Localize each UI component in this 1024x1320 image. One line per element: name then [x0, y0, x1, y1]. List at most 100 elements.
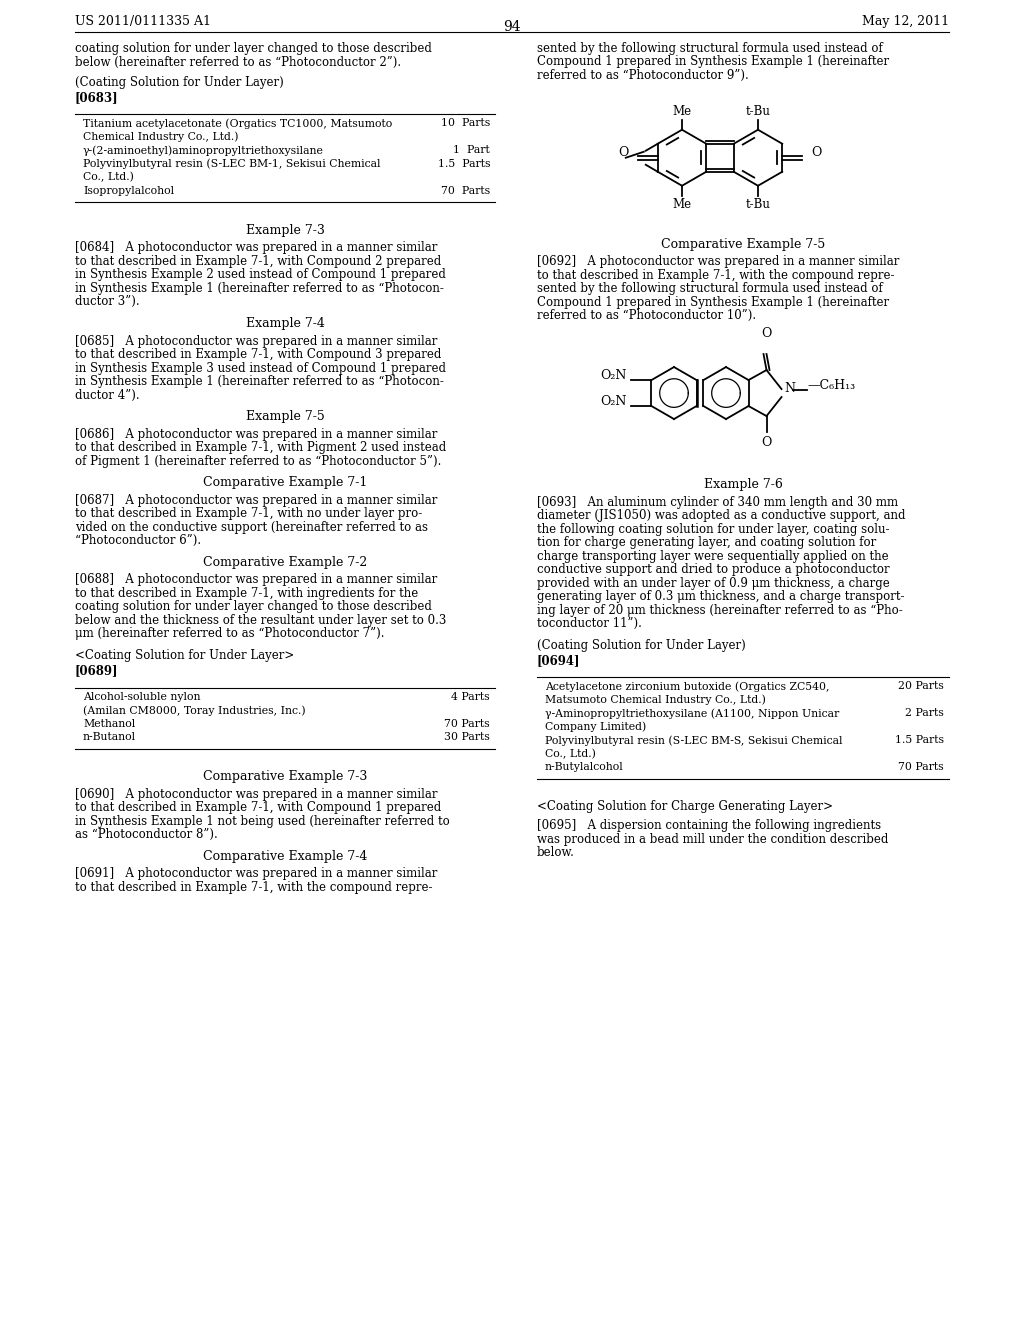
Text: Methanol: Methanol [83, 718, 135, 729]
Text: as “Photoconductor 8”).: as “Photoconductor 8”). [75, 828, 218, 841]
Text: [0684]   A photoconductor was prepared in a manner similar: [0684] A photoconductor was prepared in … [75, 242, 437, 255]
Text: Comparative Example 7-4: Comparative Example 7-4 [203, 850, 368, 863]
Text: γ-Aminopropyltriethoxysilane (A1100, Nippon Unicar: γ-Aminopropyltriethoxysilane (A1100, Nip… [545, 708, 840, 718]
Text: [0688]   A photoconductor was prepared in a manner similar: [0688] A photoconductor was prepared in … [75, 573, 437, 586]
Text: Titanium acetylacetonate (Orgatics TC1000, Matsumoto: Titanium acetylacetonate (Orgatics TC100… [83, 119, 392, 129]
Text: 4 Parts: 4 Parts [452, 692, 490, 701]
Text: May 12, 2011: May 12, 2011 [862, 15, 949, 28]
Text: Me: Me [673, 104, 691, 117]
Text: [0693]   An aluminum cylinder of 340 mm length and 30 mm: [0693] An aluminum cylinder of 340 mm le… [537, 495, 898, 508]
Text: sented by the following structural formula used instead of: sented by the following structural formu… [537, 42, 883, 55]
Text: [0695]   A dispersion containing the following ingredients: [0695] A dispersion containing the follo… [537, 820, 881, 832]
Text: Example 7-5: Example 7-5 [246, 411, 325, 424]
Text: Comparative Example 7-3: Comparative Example 7-3 [203, 770, 368, 783]
Text: 1.5  Parts: 1.5 Parts [437, 158, 490, 169]
Text: 70 Parts: 70 Parts [444, 718, 490, 729]
Text: (Coating Solution for Under Layer): (Coating Solution for Under Layer) [75, 75, 284, 88]
Text: Company Limited): Company Limited) [545, 722, 646, 733]
Text: to that described in Example 7-1, with no under layer pro-: to that described in Example 7-1, with n… [75, 507, 422, 520]
Text: N: N [784, 381, 796, 395]
Text: to that described in Example 7-1, with the compound repre-: to that described in Example 7-1, with t… [537, 269, 895, 281]
Text: <Coating Solution for Under Layer>: <Coating Solution for Under Layer> [75, 649, 294, 663]
Text: O₂N: O₂N [600, 395, 627, 408]
Text: sented by the following structural formula used instead of: sented by the following structural formu… [537, 282, 883, 296]
Text: t-Bu: t-Bu [745, 104, 770, 117]
Text: t-Bu: t-Bu [745, 198, 770, 211]
Text: Co., Ltd.): Co., Ltd.) [83, 172, 134, 182]
Text: 10  Parts: 10 Parts [440, 119, 490, 128]
Text: [0694]: [0694] [537, 655, 581, 667]
Text: Comparative Example 7-2: Comparative Example 7-2 [203, 556, 368, 569]
Text: <Coating Solution for Charge Generating Layer>: <Coating Solution for Charge Generating … [537, 800, 833, 813]
Text: coating solution for under layer changed to those described: coating solution for under layer changed… [75, 601, 432, 614]
Text: Acetylacetone zirconium butoxide (Orgatics ZC540,: Acetylacetone zirconium butoxide (Orgati… [545, 681, 829, 692]
Text: US 2011/0111335 A1: US 2011/0111335 A1 [75, 15, 211, 28]
Text: in Synthesis Example 1 (hereinafter referred to as “Photocon-: in Synthesis Example 1 (hereinafter refe… [75, 375, 443, 388]
Text: tion for charge generating layer, and coating solution for: tion for charge generating layer, and co… [537, 536, 877, 549]
Text: Compound 1 prepared in Synthesis Example 1 (hereinafter: Compound 1 prepared in Synthesis Example… [537, 55, 889, 69]
Text: O: O [618, 147, 629, 160]
Text: μm (hereinafter referred to as “Photoconductor 7”).: μm (hereinafter referred to as “Photocon… [75, 627, 384, 640]
Text: Comparative Example 7-1: Comparative Example 7-1 [203, 477, 368, 490]
Text: [0692]   A photoconductor was prepared in a manner similar: [0692] A photoconductor was prepared in … [537, 255, 899, 268]
Text: Example 7-4: Example 7-4 [246, 317, 325, 330]
Text: in Synthesis Example 3 used instead of Compound 1 prepared: in Synthesis Example 3 used instead of C… [75, 362, 446, 375]
Text: to that described in Example 7-1, with the compound repre-: to that described in Example 7-1, with t… [75, 880, 432, 894]
Text: 70  Parts: 70 Parts [441, 186, 490, 195]
Text: 70 Parts: 70 Parts [898, 762, 944, 772]
Text: ing layer of 20 μm thickness (hereinafter referred to as “Pho-: ing layer of 20 μm thickness (hereinafte… [537, 603, 903, 616]
Text: was produced in a bead mill under the condition described: was produced in a bead mill under the co… [537, 833, 889, 846]
Text: ductor 4”).: ductor 4”). [75, 388, 139, 401]
Text: in Synthesis Example 2 used instead of Compound 1 prepared: in Synthesis Example 2 used instead of C… [75, 268, 445, 281]
Text: Compound 1 prepared in Synthesis Example 1 (hereinafter: Compound 1 prepared in Synthesis Example… [537, 296, 889, 309]
Text: O: O [761, 436, 772, 449]
Text: below and the thickness of the resultant under layer set to 0.3: below and the thickness of the resultant… [75, 614, 446, 627]
Text: n-Butanol: n-Butanol [83, 733, 136, 742]
Text: of Pigment 1 (hereinafter referred to as “Photoconductor 5”).: of Pigment 1 (hereinafter referred to as… [75, 454, 441, 467]
Text: 1  Part: 1 Part [454, 145, 490, 156]
Text: 94: 94 [503, 20, 521, 34]
Text: to that described in Example 7-1, with Pigment 2 used instead: to that described in Example 7-1, with P… [75, 441, 446, 454]
Text: to that described in Example 7-1, with Compound 3 prepared: to that described in Example 7-1, with C… [75, 348, 441, 362]
Text: below (hereinafter referred to as “Photoconductor 2”).: below (hereinafter referred to as “Photo… [75, 55, 401, 69]
Text: provided with an under layer of 0.9 μm thickness, a charge: provided with an under layer of 0.9 μm t… [537, 577, 890, 590]
Text: Co., Ltd.): Co., Ltd.) [545, 748, 596, 759]
Text: 1.5 Parts: 1.5 Parts [895, 735, 944, 746]
Text: “Photoconductor 6”).: “Photoconductor 6”). [75, 535, 201, 548]
Text: diameter (JIS1050) was adopted as a conductive support, and: diameter (JIS1050) was adopted as a cond… [537, 510, 905, 523]
Text: conductive support and dried to produce a photoconductor: conductive support and dried to produce … [537, 564, 890, 576]
Text: generating layer of 0.3 μm thickness, and a charge transport-: generating layer of 0.3 μm thickness, an… [537, 590, 904, 603]
Text: [0686]   A photoconductor was prepared in a manner similar: [0686] A photoconductor was prepared in … [75, 428, 437, 441]
Text: n-Butylalcohol: n-Butylalcohol [545, 762, 624, 772]
Text: vided on the conductive support (hereinafter referred to as: vided on the conductive support (hereina… [75, 521, 428, 533]
Text: 30 Parts: 30 Parts [444, 733, 490, 742]
Text: charge transporting layer were sequentially applied on the: charge transporting layer were sequentia… [537, 549, 889, 562]
Text: Example 7-3: Example 7-3 [246, 224, 325, 236]
Text: to that described in Example 7-1, with Compound 2 prepared: to that described in Example 7-1, with C… [75, 255, 441, 268]
Text: toconductor 11”).: toconductor 11”). [537, 616, 642, 630]
Text: [0690]   A photoconductor was prepared in a manner similar: [0690] A photoconductor was prepared in … [75, 788, 437, 801]
Text: Alcohol-soluble nylon: Alcohol-soluble nylon [83, 692, 201, 701]
Text: referred to as “Photoconductor 9”).: referred to as “Photoconductor 9”). [537, 69, 749, 82]
Text: Chemical Industry Co., Ltd.): Chemical Industry Co., Ltd.) [83, 132, 239, 143]
Text: O: O [761, 327, 772, 341]
Text: 20 Parts: 20 Parts [898, 681, 944, 692]
Text: to that described in Example 7-1, with Compound 1 prepared: to that described in Example 7-1, with C… [75, 801, 441, 814]
Text: [0685]   A photoconductor was prepared in a manner similar: [0685] A photoconductor was prepared in … [75, 334, 437, 347]
Text: the following coating solution for under layer, coating solu-: the following coating solution for under… [537, 523, 890, 536]
Text: referred to as “Photoconductor 10”).: referred to as “Photoconductor 10”). [537, 309, 756, 322]
Text: [0691]   A photoconductor was prepared in a manner similar: [0691] A photoconductor was prepared in … [75, 867, 437, 880]
Text: O: O [811, 147, 821, 160]
Text: Me: Me [673, 198, 691, 211]
Text: [0687]   A photoconductor was prepared in a manner similar: [0687] A photoconductor was prepared in … [75, 494, 437, 507]
Text: in Synthesis Example 1 (hereinafter referred to as “Photocon-: in Synthesis Example 1 (hereinafter refe… [75, 282, 443, 294]
Text: Polyvinylbutyral resin (S-LEC BM-S, Sekisui Chemical: Polyvinylbutyral resin (S-LEC BM-S, Seki… [545, 735, 843, 746]
Text: Example 7-6: Example 7-6 [703, 478, 782, 491]
Text: O₂N: O₂N [600, 368, 627, 381]
Text: Matsumoto Chemical Industry Co., Ltd.): Matsumoto Chemical Industry Co., Ltd.) [545, 694, 766, 705]
Text: Isopropylalcohol: Isopropylalcohol [83, 186, 174, 195]
Text: Polyvinylbutyral resin (S-LEC BM-1, Sekisui Chemical: Polyvinylbutyral resin (S-LEC BM-1, Seki… [83, 158, 381, 169]
Text: γ-(2-aminoethyl)aminopropyltriethoxysilane: γ-(2-aminoethyl)aminopropyltriethoxysila… [83, 145, 324, 156]
Text: (Amilan CM8000, Toray Industries, Inc.): (Amilan CM8000, Toray Industries, Inc.) [83, 705, 305, 715]
Text: [0689]: [0689] [75, 664, 119, 677]
